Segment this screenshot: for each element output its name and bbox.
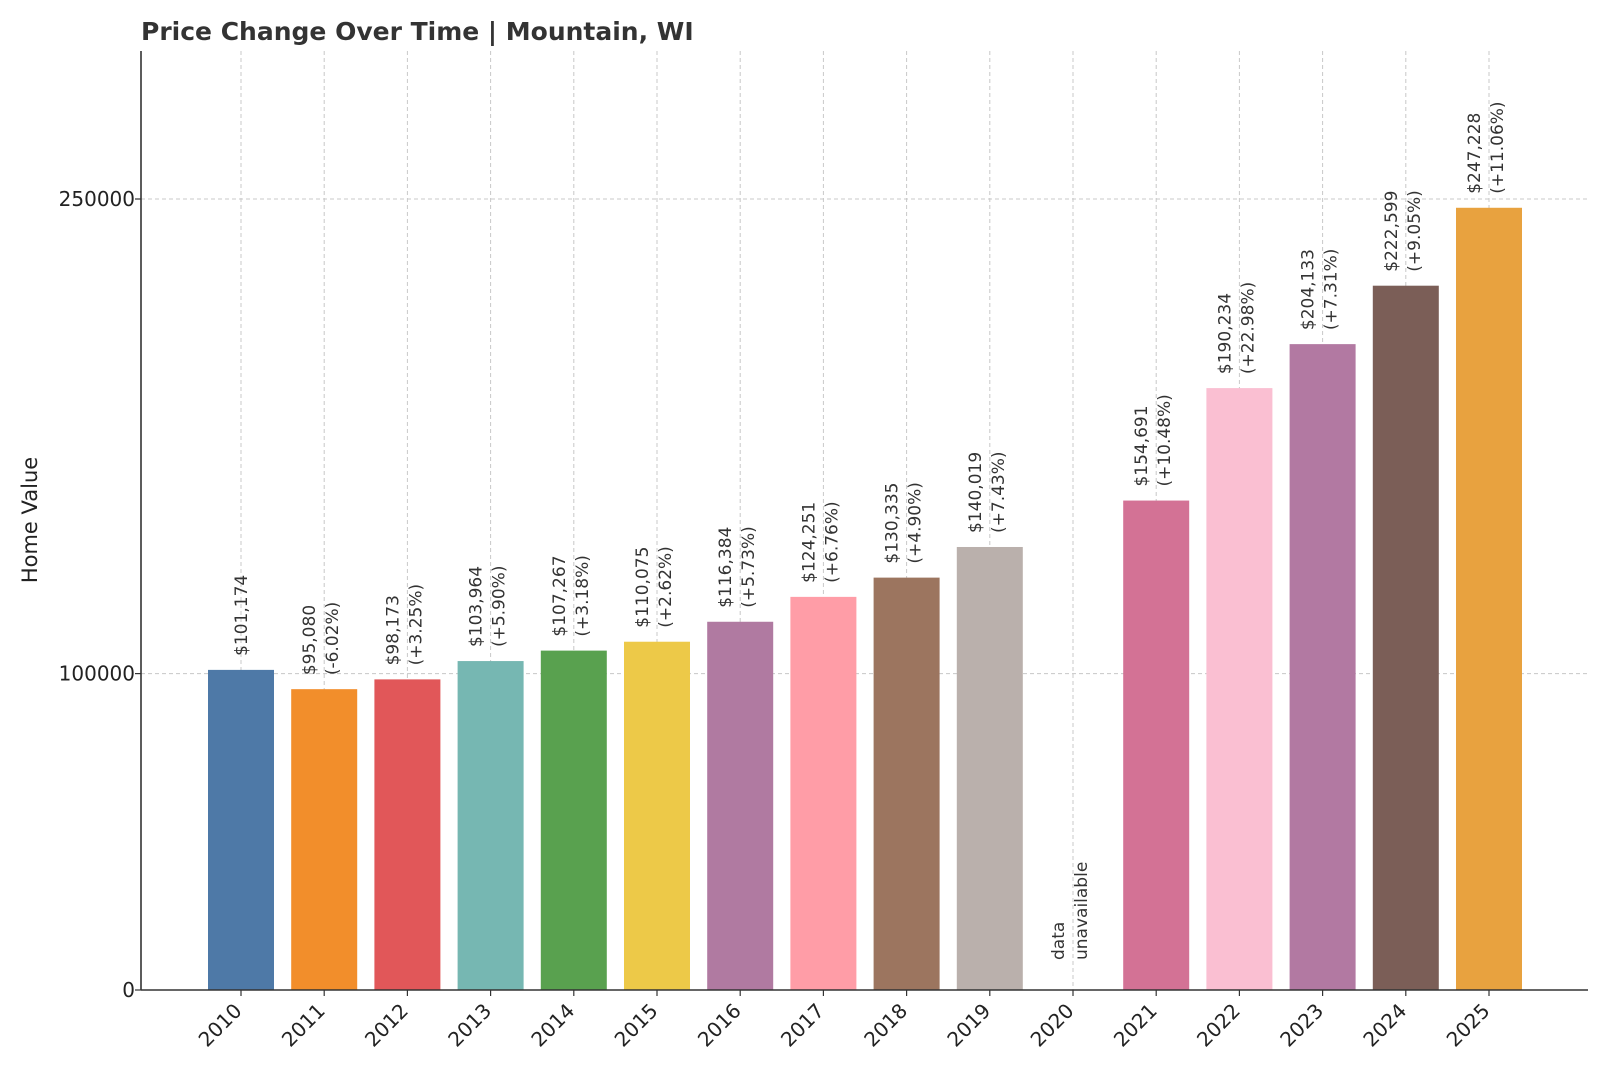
change-label: (+10.48%) (1155, 394, 1175, 486)
value-label: $130,335 (883, 482, 903, 563)
x-tick-label: 2010 (194, 999, 247, 1052)
bar-2015 (624, 641, 690, 990)
x-ticks: 2010 2011 2012 2013 2014 2015 2016 2017 2018 2019… (194, 990, 1495, 1052)
value-label: $247,228 (1465, 113, 1485, 194)
change-label: (+9.05%) (1405, 190, 1425, 272)
x-tick-label: 2019 (942, 999, 995, 1052)
value-label: $204,133 (1299, 249, 1319, 330)
change-label: (+7.43%) (989, 451, 1009, 533)
bar-2025 (1456, 207, 1522, 990)
bar-2021 (1123, 500, 1190, 990)
change-label: (-6.02%) (323, 602, 343, 675)
value-label: data (1049, 922, 1069, 960)
x-tick-label: 2024 (1358, 999, 1411, 1052)
value-label: $110,075 (633, 547, 653, 628)
bar-2016 (707, 621, 774, 990)
x-tick-label: 2012 (360, 999, 413, 1052)
value-label: $222,599 (1382, 191, 1402, 272)
change-label: (+2.62%) (656, 546, 676, 628)
y-tick-label: 250000 (59, 187, 135, 211)
y-tick-label: 0 (122, 978, 135, 1002)
change-label: (+6.76%) (822, 501, 842, 583)
value-label: $154,691 (1132, 405, 1152, 486)
x-tick-label: 2011 (277, 999, 330, 1052)
value-label: $95,080 (300, 605, 320, 675)
bar-2013 (457, 661, 524, 990)
bar-2022 (1206, 388, 1273, 990)
change-label: (+22.98%) (1238, 282, 1258, 374)
value-label: $124,251 (799, 502, 819, 583)
bar-2024 (1372, 285, 1439, 990)
x-tick-label: 2014 (526, 999, 579, 1052)
change-label: (+5.90%) (490, 566, 510, 648)
y-tick-label: 100000 (59, 662, 135, 686)
x-tick-label: 2013 (443, 999, 496, 1052)
x-tick-label: 2021 (1109, 999, 1162, 1052)
bar-2018 (873, 577, 940, 990)
x-tick-label: 2016 (693, 999, 746, 1052)
data-labels: $101,174 $95,080 (-6.02%) $98,173 (+3.25%) $1… (232, 101, 1508, 960)
value-label: $190,234 (1215, 293, 1235, 374)
bar-2014 (540, 650, 607, 990)
y-ticks: 0 100000 250000 (59, 187, 141, 1002)
bar-2011 (291, 689, 358, 990)
value-label: $116,384 (716, 527, 736, 608)
value-label: $107,267 (550, 555, 570, 636)
value-label: $101,174 (232, 575, 252, 656)
change-label: unavailable (1072, 862, 1092, 960)
bar-2010 (208, 669, 274, 990)
value-label: $140,019 (966, 452, 986, 533)
bar-2017 (790, 596, 857, 990)
change-label: (+4.90%) (906, 482, 926, 564)
bar-2023 (1289, 344, 1356, 991)
change-label: (+3.18%) (573, 555, 593, 637)
chart-title: Price Change Over Time | Mountain, WI (141, 17, 694, 46)
y-axis-label: Home Value (18, 457, 42, 583)
x-tick-label: 2018 (859, 999, 912, 1052)
change-label: (+5.73%) (739, 526, 759, 608)
x-tick-label: 2025 (1442, 999, 1495, 1052)
bar-2019 (956, 546, 1023, 990)
x-tick-label: 2022 (1192, 999, 1245, 1052)
change-label: (+7.31%) (1322, 249, 1342, 331)
grid-lines (141, 51, 1588, 990)
bars (208, 207, 1522, 991)
x-tick-label: 2020 (1026, 999, 1079, 1052)
change-label: (+11.06%) (1488, 101, 1508, 193)
value-label: $98,173 (383, 595, 403, 665)
x-tick-label: 2015 (610, 999, 663, 1052)
bar-2012 (374, 679, 441, 990)
x-tick-label: 2023 (1275, 999, 1328, 1052)
axes (140, 51, 1588, 991)
value-label: $103,964 (467, 566, 487, 647)
change-label: (+3.25%) (406, 584, 426, 666)
x-tick-label: 2017 (776, 999, 829, 1052)
